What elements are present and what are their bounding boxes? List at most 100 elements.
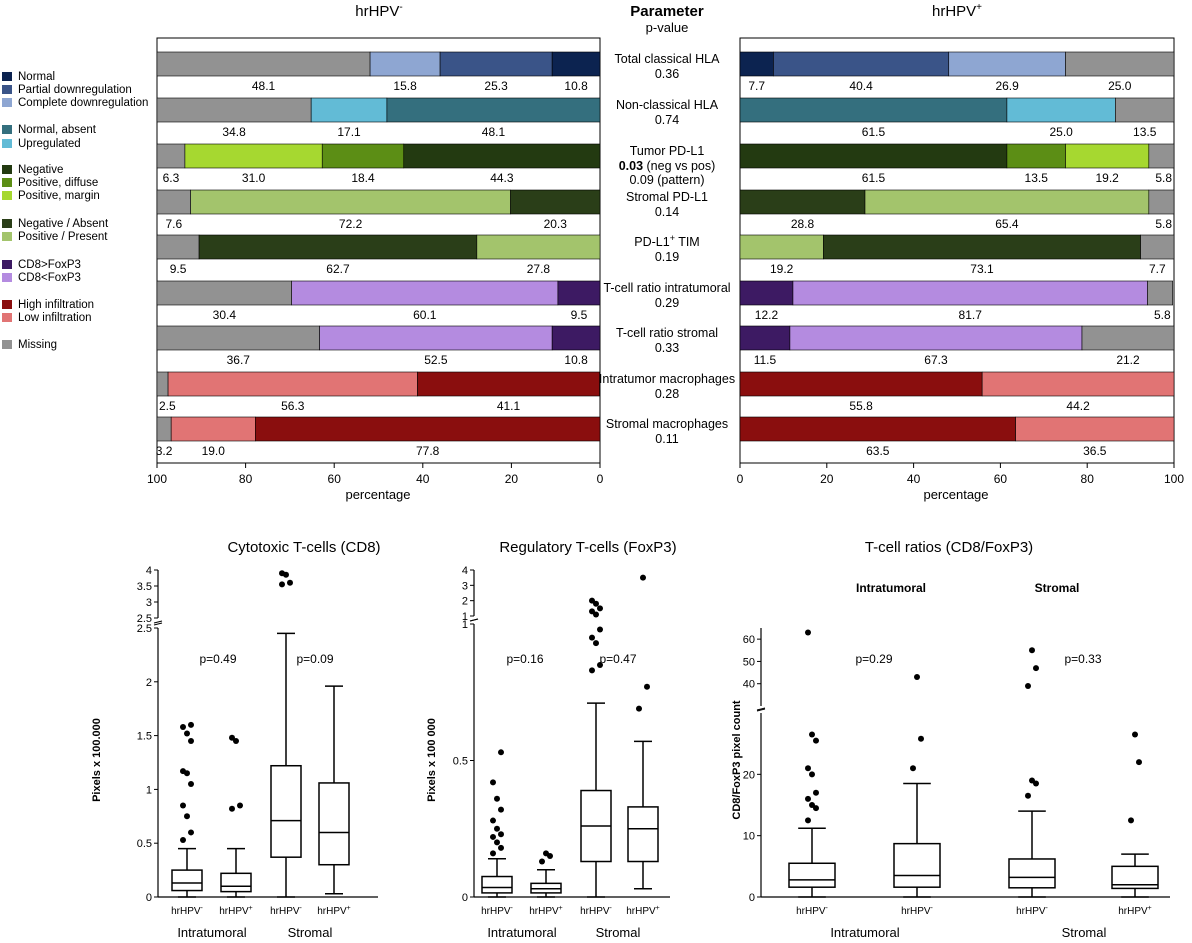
bar-label-right-t-cell-ratio-stromal-1: 67.3 [924,353,948,367]
bar-label-right-t-cell-ratio-stromal-2: 21.2 [1116,353,1140,367]
ratio-outlier-1-1 [918,735,924,742]
bar-right-stromal-pd-l1-1 [864,189,1150,215]
cd8-outlier-2-1 [287,579,293,586]
bar-right-tumor-pd-l1-0 [739,143,1008,169]
cd8-outlier-0-9 [180,723,186,730]
foxp3-outlier-3-2 [640,574,646,581]
foxp3-ytick-up-label-2: 2 [462,596,468,608]
ratio-group-label-intratumoral: Intratumoral [830,925,899,940]
foxp3-outlier-2-4 [597,626,603,633]
ratio-outlier-3-2 [1132,731,1138,738]
cd8-outlier-0-3 [180,802,186,809]
foxp3-outlier-3-0 [636,705,642,712]
right-x-tick-label-40: 40 [907,472,921,486]
cd8-ytick-label-0: 0 [146,892,152,904]
foxp3-outlier-2-2 [593,640,599,647]
foxp3-outlier-1-0 [539,858,545,865]
foxp3-outlier-0-8 [494,795,500,802]
bar-left-tumor-pd-l1-2 [321,143,405,169]
bar-label-right-t-cell-ratio-intratumoral-2: 5.8 [1154,308,1171,322]
bar-label-right-total-classical-hla-3: 25.0 [1108,79,1132,93]
bar-left-total-classical-hla-2 [439,51,553,77]
ratio-ytick-up-label-60: 60 [743,634,755,646]
bar-label-left-stromal-pd-l1-2: 20.3 [544,217,568,231]
ratio-ylabel: CD8/FoxP3 pixel count [731,700,743,820]
cd8-ylabel: Pixels x 100.000 [91,718,103,802]
bar-label-left-non-classical-hla-2: 48.1 [482,125,506,139]
ratio-group-label-stromal: Stromal [1062,925,1107,940]
legend-swatch-upregulated [2,139,12,148]
left-x-tick-label-100: 100 [147,472,167,486]
bar-label-right-stromal-macrophages-1: 36.5 [1083,444,1107,458]
cd8-outlier-0-4 [188,781,194,788]
bar-left-pd-l1-tim-0 [156,234,200,260]
legend-swatch-low-infiltration [2,313,12,322]
cd8-pvalue-1: p=0.09 [296,652,333,666]
cd8-outlier-1-3 [229,734,235,741]
left-x-tick-label-20: 20 [505,472,519,486]
cd8-category-label-0: hrHPV- [171,905,203,917]
param-name-tumor-pd-l1: Tumor PD-L1 [630,144,705,158]
bar-label-left-intratumor-macrophages-2: 41.1 [497,399,521,413]
right-x-axis-label: percentage [923,487,988,502]
ratio-outlier-2-5 [1029,647,1035,654]
foxp3-ytick-label-1: 1 [462,619,468,631]
left-panel-title: hrHPV- [355,2,403,20]
param-pvalue-tumor-pd-l1-1: 0.09 (pattern) [629,173,704,187]
foxp3-ylabel: Pixels x 100 000 [426,718,438,802]
ratio-box-2 [1008,858,1056,889]
ratio-outlier-2-0 [1025,792,1031,799]
bar-left-intratumor-macrophages-1 [167,371,418,397]
bar-label-left-stromal-macrophages-2: 77.8 [416,444,440,458]
ratio-ytick-up-label-40: 40 [743,679,755,691]
ratio-outlier-0-3 [805,795,811,802]
ratio-ytick-up-label-50: 50 [743,656,755,668]
cd8-outlier-0-10 [188,721,194,728]
bar-label-left-stromal-macrophages-1: 19.0 [202,444,226,458]
bar-right-tumor-pd-l1-2 [1065,143,1150,169]
param-pvalue-pd-l1-tim-0: 0.19 [655,250,679,264]
bar-right-non-classical-hla-0 [739,97,1008,123]
foxp3-ytick-up-label-3: 3 [462,580,468,592]
cd8-outlier-2-0 [279,581,285,588]
legend-label-normal: Normal [18,71,55,83]
bar-left-t-cell-ratio-stromal-1 [319,325,553,351]
bar-left-t-cell-ratio-stromal-0 [156,325,320,351]
foxp3-outlier-0-5 [494,825,500,832]
left-x-tick-label-60: 60 [328,472,342,486]
ratio-category-label-1: hrHPV- [901,905,933,917]
foxp3-ytick-up-label-4: 4 [462,565,468,577]
legend-swatch-normal-absent [2,125,12,134]
bar-left-stromal-pd-l1-0 [156,189,191,215]
legend-label-missing: Missing [18,339,57,351]
ratio-outlier-2-2 [1029,777,1035,784]
ratio-ytick-label-0: 0 [749,892,755,904]
bar-left-t-cell-ratio-stromal-2 [551,325,601,351]
bar-right-pd-l1-tim-2 [1140,234,1175,260]
bar-right-non-classical-hla-1 [1006,97,1116,123]
foxp3-outlier-0-6 [490,817,496,824]
cd8-outlier-1-0 [229,805,235,812]
param-pvalue-t-cell-ratio-stromal-0: 0.33 [655,341,679,355]
legend-swatch-cd8-foxp3 [2,260,12,269]
legend-label-negative: Negative [18,164,63,176]
bar-label-right-t-cell-ratio-intratumoral-0: 12.2 [755,308,779,322]
cd8-outlier-0-1 [188,829,194,836]
cd8-box-0 [171,869,203,892]
param-name-non-classical-hla: Non-classical HLA [616,98,719,112]
cd8-pvalue-0: p=0.49 [199,652,236,666]
bar-left-stromal-pd-l1-2 [510,189,601,215]
bar-left-t-cell-ratio-intratumoral-1 [291,280,559,306]
param-name-total-classical-hla: Total classical HLA [615,52,721,66]
foxp3-box-3 [627,806,659,863]
bar-label-right-pd-l1-tim-0: 19.2 [770,262,794,276]
legend-swatch-negative-absent [2,219,12,228]
bar-label-left-t-cell-ratio-stromal-0: 36.7 [227,353,251,367]
bar-right-total-classical-hla-3 [1065,51,1175,77]
foxp3-outlier-0-2 [494,839,500,846]
foxp3-pvalue-1: p=0.47 [599,652,636,666]
ratio-outlier-1-0 [910,765,916,772]
ratio-outlier-2-3 [1025,682,1031,689]
bar-right-intratumor-macrophages-1 [981,371,1175,397]
param-pvalue-stromal-macrophages-0: 0.11 [655,432,678,446]
